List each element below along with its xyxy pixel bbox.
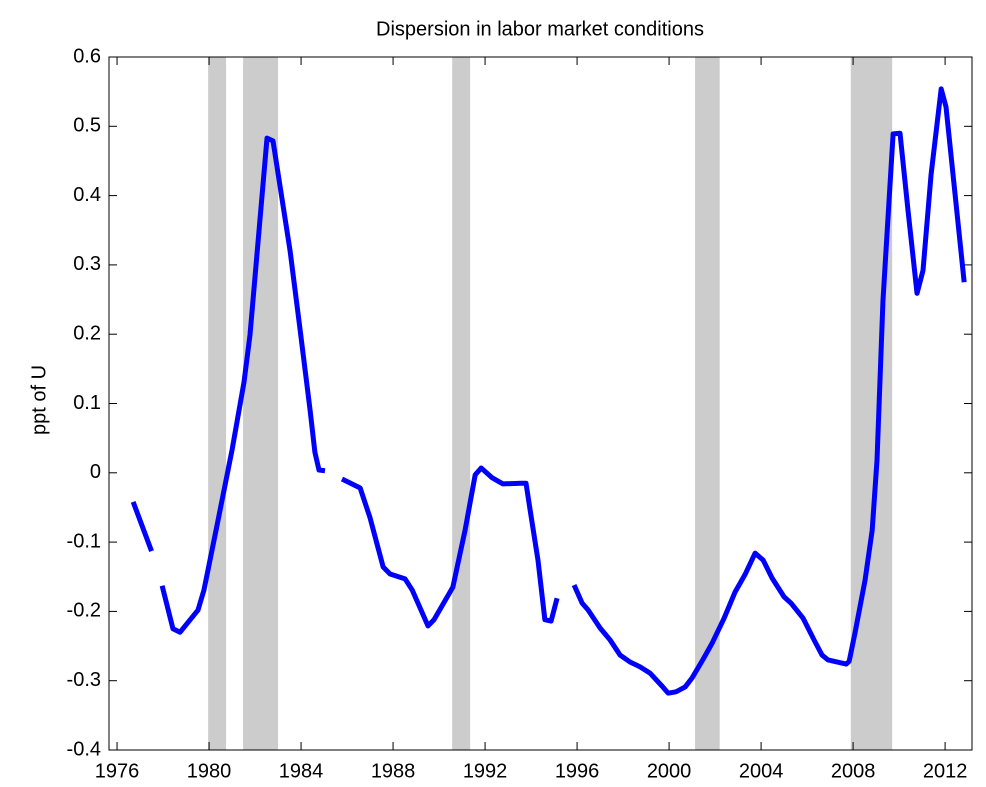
x-tick-label: 1980 bbox=[187, 760, 232, 782]
y-tick-label: -0.1 bbox=[67, 530, 101, 552]
x-tick-label: 2004 bbox=[739, 760, 784, 782]
y-tick-label: 0.6 bbox=[73, 45, 101, 67]
y-tick-label: 0.2 bbox=[73, 322, 101, 344]
y-tick-label: -0.2 bbox=[67, 600, 101, 622]
x-tick-label: 1988 bbox=[371, 760, 416, 782]
recession-band bbox=[695, 57, 720, 750]
recession-band bbox=[452, 57, 471, 750]
y-tick-label: 0 bbox=[90, 461, 101, 483]
x-tick-label: 1976 bbox=[95, 760, 140, 782]
y-tick-label: 0.5 bbox=[73, 115, 101, 137]
y-axis-label: ppt of U bbox=[28, 365, 50, 435]
x-tick-label: 1992 bbox=[463, 760, 508, 782]
y-tick-label: 0.1 bbox=[73, 392, 101, 414]
recession-band bbox=[243, 57, 279, 750]
chart-title: Dispersion in labor market conditions bbox=[376, 18, 704, 40]
recession-band bbox=[850, 57, 893, 750]
y-tick-label: -0.3 bbox=[67, 669, 101, 691]
x-tick-label: 1984 bbox=[279, 760, 324, 782]
plot-frame bbox=[108, 56, 973, 751]
x-tick-label: 1996 bbox=[555, 760, 600, 782]
y-tick-label: 0.4 bbox=[73, 184, 101, 206]
y-tick-label: -0.4 bbox=[67, 738, 101, 760]
y-tick-label: 0.3 bbox=[73, 253, 101, 275]
x-tick-label: 2000 bbox=[647, 760, 692, 782]
recession-band bbox=[208, 57, 227, 750]
x-tick-label: 2012 bbox=[923, 760, 968, 782]
x-tick-label: 2008 bbox=[831, 760, 876, 782]
data-line bbox=[130, 86, 967, 696]
